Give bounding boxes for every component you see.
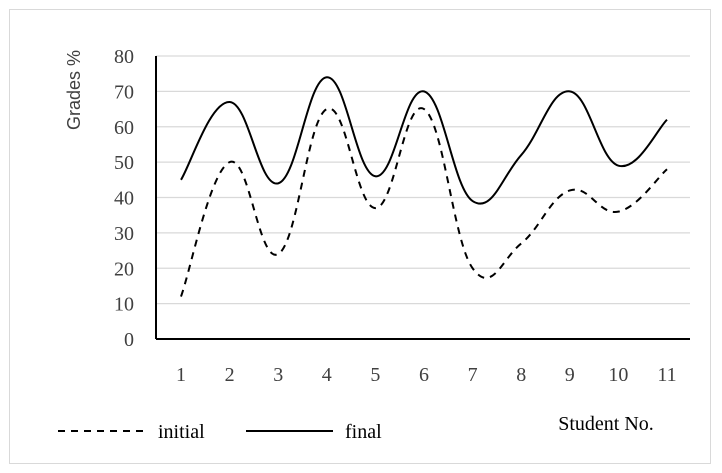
legend-label-final: final (345, 421, 382, 443)
gridlines (156, 55, 690, 305)
y-tick-label: 0 (124, 329, 134, 351)
x-tick-label: 7 (468, 364, 478, 386)
y-tick-label: 20 (114, 258, 134, 280)
y-tick-labels: 0 10 20 30 40 50 60 70 80 (114, 46, 134, 351)
x-tick-label: 5 (370, 364, 380, 386)
legend-label-initial: initial (158, 421, 205, 443)
x-tick-label: 3 (273, 364, 283, 386)
x-tick-labels: 1 2 3 4 5 6 7 8 9 10 11 (176, 364, 677, 386)
y-tick-label: 50 (114, 152, 134, 174)
y-tick-label: 60 (114, 117, 134, 139)
x-tick-label: 8 (516, 364, 526, 386)
y-tick-label: 40 (114, 188, 134, 210)
x-axis-label: Student No. (558, 413, 654, 435)
x-tick-label: 6 (419, 364, 429, 386)
axes (155, 56, 690, 340)
y-tick-label: 30 (114, 223, 134, 245)
series-line-initial (180, 107, 668, 297)
x-tick-label: 2 (225, 364, 235, 386)
y-tick-label: 70 (114, 81, 134, 103)
y-tick-label: 10 (114, 294, 134, 316)
y-tick-label: 80 (114, 46, 134, 68)
x-tick-label: 1 (176, 364, 186, 386)
x-tick-label: 9 (565, 364, 575, 386)
x-tick-label: 11 (657, 364, 676, 386)
series-line-final (180, 76, 668, 205)
x-tick-label: 4 (322, 364, 332, 386)
series-lines (180, 76, 668, 297)
legend: initial final (58, 421, 382, 443)
x-tick-label: 10 (608, 364, 628, 386)
chart-frame (9, 9, 711, 464)
y-axis-label: Grades % (64, 50, 84, 130)
